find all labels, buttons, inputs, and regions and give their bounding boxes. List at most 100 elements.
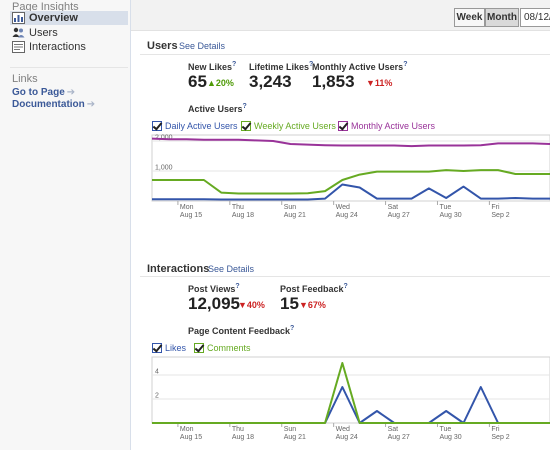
arrow-down-icon: ▼	[238, 300, 247, 310]
post-feedback-label: Post Feedback?	[280, 283, 348, 294]
x-tick-date: Aug 21	[284, 212, 306, 219]
toolbar: Week Month 08/12/20	[131, 0, 550, 31]
new-likes-label: New Likes?	[188, 61, 236, 72]
monthly-active-users-delta: ▼11%	[366, 78, 392, 88]
week-button[interactable]: Week	[454, 8, 485, 27]
x-tick-date: Sep 2	[491, 212, 509, 219]
post-feedback-value: 15	[280, 294, 299, 313]
users-icon	[12, 27, 25, 38]
new-likes-value: 65	[188, 72, 207, 91]
new-likes-delta-text: 20%	[215, 78, 234, 88]
active-users-chart-title-text: Active Users	[188, 104, 243, 114]
post-views-value: 12,095	[188, 294, 240, 313]
x-tick-day: Sun	[284, 426, 297, 433]
documentation-label: Documentation	[12, 99, 85, 110]
date-field[interactable]: 08/12/20	[520, 8, 550, 27]
month-button[interactable]: Month	[485, 8, 519, 27]
x-tick-day: Wed	[336, 204, 350, 211]
sidebar-item-interactions[interactable]: Interactions	[10, 40, 128, 54]
x-tick-date: Aug 18	[232, 212, 254, 219]
checkbox-icon[interactable]	[338, 121, 348, 131]
y-tick-label: 2	[155, 393, 159, 400]
y-tick-label: 4	[155, 369, 159, 376]
help-icon[interactable]: ?	[232, 61, 237, 68]
page-content-feedback-chart-title-text: Page Content Feedback	[188, 326, 291, 336]
x-tick-day: Sun	[284, 204, 297, 211]
x-tick-date: Aug 21	[284, 434, 306, 441]
x-tick-day: Mon	[180, 204, 194, 211]
arrow-up-icon: ▲	[207, 78, 216, 88]
post-views-label: Post Views?	[188, 283, 240, 294]
sidebar-item-label: Overview	[29, 12, 78, 24]
help-icon[interactable]: ?	[290, 325, 295, 332]
sidebar-item-overview[interactable]: Overview	[10, 11, 128, 25]
legend-comments[interactable]: Comments	[194, 343, 251, 353]
help-icon[interactable]: ?	[309, 61, 314, 68]
interactions-see-details-link[interactable]: See Details	[208, 264, 255, 274]
x-tick-date: Aug 15	[180, 434, 202, 441]
legend-likes[interactable]: Likes	[152, 343, 186, 353]
help-icon[interactable]: ?	[403, 61, 408, 68]
x-tick-date: Aug 30	[439, 212, 461, 219]
x-tick-date: Aug 27	[388, 434, 410, 441]
x-tick-date: Aug 18	[232, 434, 254, 441]
x-tick-date: Aug 27	[388, 212, 410, 219]
legend-monthly-active-users[interactable]: Monthly Active Users	[338, 121, 435, 131]
checkbox-icon[interactable]	[152, 121, 162, 131]
monthly-active-users-delta-text: 11%	[374, 78, 393, 88]
x-tick-date: Aug 24	[336, 212, 358, 219]
go-to-page-link[interactable]: Go to Page ➔	[12, 87, 75, 98]
sidebar-item-label: Users	[29, 27, 58, 39]
lifetime-likes-value: 3,243	[249, 72, 292, 91]
post-feedback-label-text: Post Feedback	[280, 284, 344, 294]
monthly-active-users-label: Monthly Active Users?	[312, 61, 407, 72]
help-icon[interactable]: ?	[343, 283, 348, 290]
legend-daily-active-users[interactable]: Daily Active Users	[152, 121, 238, 131]
y-tick-label: 1,000	[155, 165, 173, 172]
interactions-section-title: Interactions	[147, 263, 210, 275]
users-see-details-link[interactable]: See Details	[179, 41, 226, 51]
help-icon[interactable]: ?	[242, 103, 247, 110]
users-section-rule	[140, 54, 550, 55]
new-likes-delta: ▲20%	[207, 78, 234, 88]
help-icon[interactable]: ?	[235, 283, 240, 290]
checkbox-icon[interactable]	[241, 121, 251, 131]
lifetime-likes-label: Lifetime Likes?	[249, 61, 313, 72]
x-tick-day: Fri	[491, 204, 500, 211]
x-tick-day: Thu	[232, 426, 244, 433]
sidebar-item-users[interactable]: Users	[10, 26, 128, 40]
series-line-weekly-active-users	[152, 169, 550, 195]
legend-label: Likes	[165, 343, 187, 353]
legend-label: Monthly Active Users	[351, 121, 436, 131]
links-title: Links	[12, 73, 38, 85]
x-tick-day: Thu	[232, 204, 244, 211]
x-tick-date: Aug 15	[180, 212, 202, 219]
x-tick-date: Sep 2	[491, 434, 509, 441]
arrow-down-icon: ▼	[299, 300, 308, 310]
checkbox-icon[interactable]	[152, 343, 162, 353]
checkbox-icon[interactable]	[194, 343, 204, 353]
x-tick-date: Aug 24	[336, 434, 358, 441]
post-feedback-delta-text: 67%	[307, 300, 326, 310]
go-to-page-label: Go to Page	[12, 87, 65, 98]
overview-icon	[12, 12, 25, 24]
active-users-chart-title: Active Users?	[188, 103, 247, 114]
sidebar-title: Page Insights	[12, 1, 79, 13]
users-section-title: Users	[147, 40, 178, 52]
x-tick-day: Tue	[439, 204, 451, 211]
series-line-monthly-active-users	[151, 137, 550, 148]
post-views-delta-text: 40%	[246, 300, 265, 310]
post-views-label-text: Post Views	[188, 284, 236, 294]
x-tick-day: Tue	[439, 426, 451, 433]
sidebar-item-label: Interactions	[29, 41, 86, 53]
arrow-right-icon: ➔	[86, 99, 96, 110]
legend-weekly-active-users[interactable]: Weekly Active Users	[241, 121, 336, 131]
arrow-right-icon: ➔	[66, 87, 76, 98]
documentation-link[interactable]: Documentation ➔	[12, 99, 95, 110]
post-feedback-delta: ▼67%	[299, 300, 326, 310]
page-content-feedback-chart-title: Page Content Feedback?	[188, 325, 294, 336]
arrow-down-icon: ▼	[366, 78, 375, 88]
x-tick-day: Sat	[388, 204, 399, 211]
x-tick-day: Fri	[491, 426, 500, 433]
